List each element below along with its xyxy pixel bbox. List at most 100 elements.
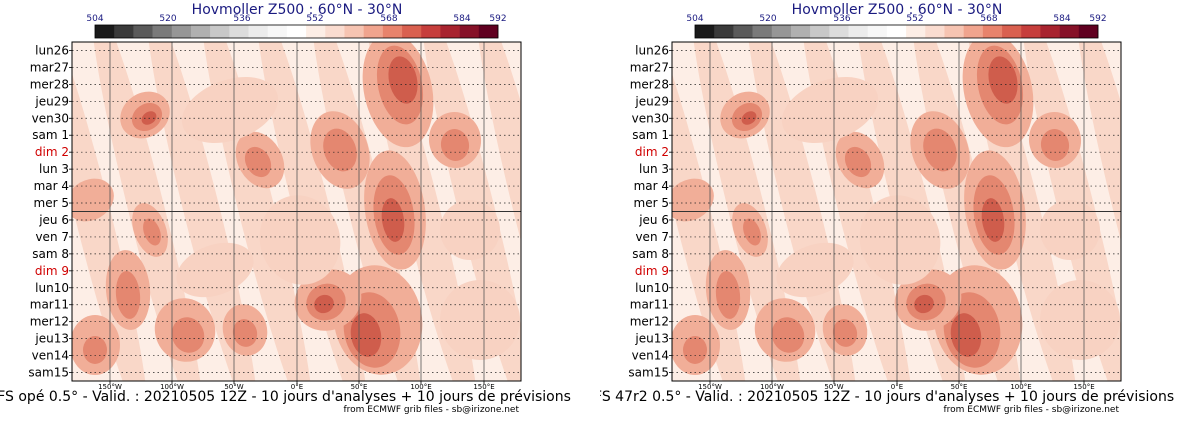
colorbar-labels: 504 520 536 552 568 584 592 — [686, 14, 1106, 24]
x-tick-label: 100°E — [410, 383, 431, 391]
colorbar-tick: 552 — [306, 14, 323, 24]
date-label: jeu13 — [34, 332, 69, 346]
colorbar-tick: 592 — [489, 14, 506, 24]
panel-ifs-47r2: Hovmoller Z500 : 60°N - 30°N 504 520 536… — [600, 0, 1200, 424]
field-contour — [683, 336, 707, 364]
colorbar-swatch — [848, 25, 869, 38]
colorbar-swatch — [944, 25, 964, 38]
colorbar-swatch — [267, 25, 288, 38]
date-label: lun10 — [635, 281, 669, 295]
date-label: ven 7 — [35, 230, 69, 244]
date-label: sam 1 — [632, 128, 669, 142]
colorbar-frame — [94, 24, 499, 39]
date-label: lun10 — [35, 281, 69, 295]
colorbar-swatch — [286, 25, 307, 38]
colorbar-tick: 568 — [980, 14, 997, 24]
colorbar-swatch — [963, 25, 984, 38]
date-label: mar11 — [630, 298, 669, 312]
hovmoller-chart-ifs-47r2: Hovmoller Z500 : 60°N - 30°N 504 520 536… — [600, 2, 1174, 415]
colorbar-swatch — [344, 25, 364, 38]
date-label: jeu29 — [634, 94, 669, 108]
colorbar-swatch — [421, 25, 441, 38]
field-contour — [844, 146, 872, 178]
colorbar-swatch — [1021, 25, 1041, 38]
date-label: lun 3 — [639, 162, 669, 176]
date-label: lun26 — [35, 43, 69, 57]
colorbar-swatch — [714, 25, 734, 38]
field-contour — [715, 271, 741, 319]
colorbar-tick: 592 — [1089, 14, 1106, 24]
colorbar-swatch — [1040, 25, 1060, 38]
y-axis-labels: lun26 mar27 mer28 jeu29 ven30 sam 1 dim 2 lun 3… — [628, 43, 672, 380]
x-tick-label: 50°E — [951, 383, 968, 391]
panel-ifs-ope: Hovmoller Z500 : 60°N - 30°N 504 520 536… — [0, 2, 571, 415]
colorbar-swatch — [459, 25, 480, 38]
field-contour — [832, 319, 858, 347]
field-contour — [781, 77, 879, 143]
chart-title: Hovmoller Z500 : 60°N - 30°N — [792, 2, 1003, 18]
colorbar-frame — [694, 24, 1099, 39]
field-contour — [914, 294, 934, 314]
date-label: jeu 6 — [38, 213, 69, 227]
x-axis-labels: 150°W 100°W 50°W 0°E 50°E 100°E 150°E — [98, 383, 495, 391]
field-contour — [232, 319, 258, 347]
field-contour — [171, 317, 205, 353]
x-tick-label: 100°E — [1010, 383, 1031, 391]
colorbar-swatch — [982, 25, 1003, 38]
x-tick-label: 0°E — [891, 383, 903, 391]
field-contour — [115, 271, 141, 319]
colorbar-tick: 552 — [906, 14, 923, 24]
colorbar-swatch — [752, 25, 773, 38]
colorbar-swatch — [829, 25, 849, 38]
field-band — [1075, 42, 1121, 381]
field-band — [475, 42, 521, 381]
x-tick-label: 0°E — [291, 383, 303, 391]
date-label: mer12 — [30, 315, 69, 329]
field-contour — [771, 317, 805, 353]
field-contour — [314, 294, 334, 314]
colorbar-swatch — [790, 25, 811, 38]
field-contour — [950, 313, 982, 357]
date-label: mar 4 — [34, 179, 69, 193]
field-contour — [388, 56, 418, 104]
field-contour — [743, 218, 761, 246]
field-contour — [1040, 280, 1120, 360]
x-tick-label: 50°W — [824, 383, 843, 391]
date-label: sam15 — [28, 366, 69, 380]
field-contour — [259, 195, 341, 285]
colorbar-tick: 536 — [233, 14, 250, 24]
x-axis-labels: 150°W 100°W 50°W 0°E 50°E 100°E 150°E — [698, 383, 1095, 391]
date-label: dim 9 — [635, 264, 669, 278]
x-tick-label: 150°E — [473, 383, 494, 391]
field-contour — [1040, 200, 1100, 260]
date-label: mer28 — [630, 77, 669, 91]
colorbar — [694, 24, 1099, 39]
colorbar-swatch — [133, 25, 153, 38]
colorbar-swatch — [306, 25, 326, 38]
colorbar-tick: 520 — [159, 14, 176, 24]
date-label: dim 2 — [635, 145, 669, 159]
date-label: mar11 — [30, 298, 69, 312]
chart-caption: IFS 47r2 0.5° - Valid. : 20210505 12Z - … — [600, 389, 1174, 405]
colorbar-swatch — [1078, 25, 1099, 38]
colorbar-swatch — [1059, 25, 1080, 38]
colorbar-tick: 568 — [380, 14, 397, 24]
colorbar-swatch — [114, 25, 134, 38]
x-tick-label: 100°W — [760, 383, 784, 391]
colorbar-swatch — [402, 25, 422, 38]
x-tick-label: 50°E — [351, 383, 368, 391]
colorbar-swatch — [440, 25, 460, 38]
date-label: ven14 — [632, 349, 669, 363]
colorbar-tick: 520 — [759, 14, 776, 24]
field-contour — [988, 56, 1018, 104]
x-tick-label: 150°W — [98, 383, 122, 391]
field-contour — [350, 313, 382, 357]
date-label: mer 5 — [34, 196, 69, 210]
colorbar-tick: 536 — [833, 14, 850, 24]
plot-field — [671, 41, 1122, 384]
colorbar-swatch — [229, 25, 249, 38]
colorbar-swatch — [382, 25, 403, 38]
colorbar-swatch — [810, 25, 830, 38]
date-label: dim 9 — [35, 264, 69, 278]
date-label: sam 8 — [632, 247, 669, 261]
